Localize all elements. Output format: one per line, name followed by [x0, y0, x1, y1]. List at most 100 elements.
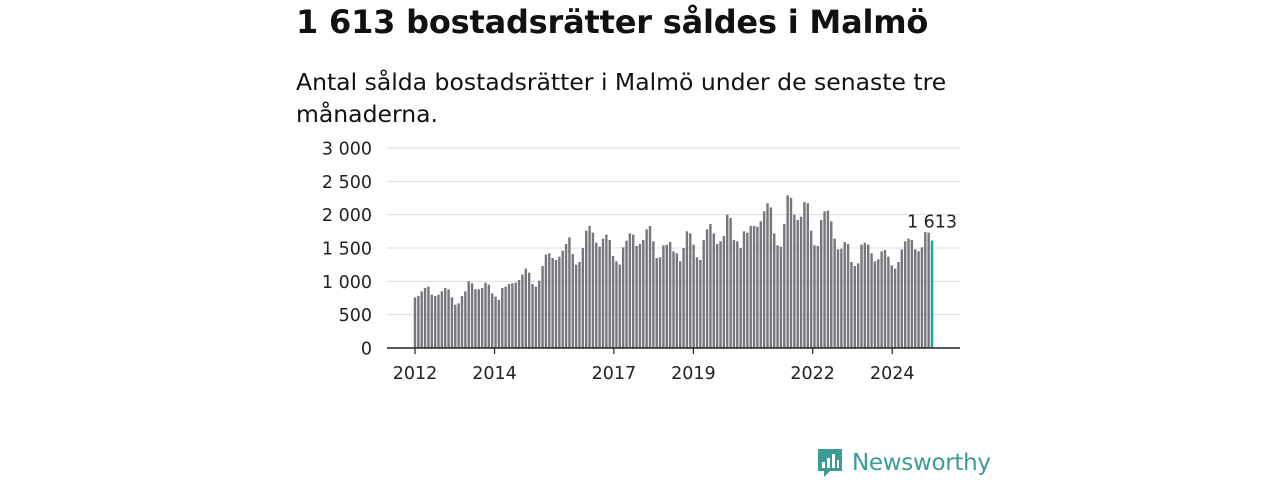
- bar: [675, 253, 679, 348]
- bar: [907, 238, 910, 348]
- bar: [494, 296, 497, 348]
- bar: [450, 297, 454, 348]
- bar: [806, 203, 809, 348]
- bar: [551, 258, 554, 348]
- newsworthy-brand[interactable]: Newsworthy: [816, 447, 991, 479]
- bar: [850, 262, 853, 348]
- bar: [571, 254, 574, 348]
- bar: [444, 288, 447, 348]
- bar: [635, 246, 638, 348]
- bar: [773, 233, 776, 348]
- bars: [413, 195, 934, 348]
- bar: [601, 238, 605, 348]
- bar: [843, 242, 846, 348]
- y-tick-label: 3 000: [322, 140, 372, 160]
- bar: [585, 230, 588, 348]
- bar: [732, 240, 736, 348]
- bar: [910, 240, 914, 348]
- x-tick-label: 2019: [671, 364, 716, 384]
- bar: [504, 286, 507, 348]
- bar: [897, 262, 900, 348]
- bar: [541, 266, 544, 348]
- bar: [836, 249, 840, 348]
- bar: [417, 296, 420, 348]
- bar: [736, 241, 739, 348]
- bar: [873, 261, 877, 348]
- bar: [742, 231, 746, 348]
- y-tick-label: 1 500: [322, 240, 372, 260]
- bar: [632, 234, 635, 348]
- bar: [497, 300, 501, 348]
- y-tick-label: 500: [339, 306, 372, 326]
- bar: [662, 245, 665, 348]
- bar: [789, 198, 793, 348]
- bar: [867, 244, 870, 348]
- bar: [699, 260, 702, 348]
- bar: [783, 224, 786, 348]
- bar: [487, 284, 491, 348]
- bar: [544, 254, 548, 348]
- bar: [433, 296, 437, 348]
- bar: [722, 236, 726, 348]
- bar: [423, 288, 427, 348]
- bar: [548, 253, 551, 348]
- bar: [924, 232, 927, 348]
- bar: [803, 202, 806, 348]
- bar: [695, 257, 699, 348]
- bar: [474, 289, 477, 348]
- bar: [762, 211, 766, 348]
- bar: [870, 253, 873, 348]
- bar: [809, 230, 813, 348]
- newsworthy-logo-icon: [818, 449, 842, 477]
- bar: [856, 263, 860, 348]
- bar: [893, 268, 897, 348]
- bar: [679, 261, 682, 348]
- bar: [759, 221, 762, 348]
- bar: [903, 241, 907, 348]
- bar: [574, 264, 578, 348]
- bar: [823, 211, 826, 348]
- bar: [621, 247, 625, 348]
- bar: [477, 289, 480, 348]
- bar: [692, 244, 695, 348]
- x-tick-label: 2014: [472, 364, 517, 384]
- bar: [648, 226, 652, 348]
- brand-name: Newsworthy: [852, 450, 991, 476]
- bar: [524, 268, 527, 348]
- y-tick-label: 1 000: [322, 273, 372, 293]
- bar: [480, 288, 484, 348]
- bar: [880, 251, 883, 348]
- bar: [689, 233, 692, 348]
- bar: [595, 242, 598, 348]
- bar: [668, 242, 672, 348]
- bar: [578, 262, 581, 348]
- bar: [591, 232, 595, 348]
- bar: [447, 289, 450, 348]
- bar: [491, 293, 494, 348]
- highlight-label: 1 613: [907, 212, 957, 232]
- bar: [618, 264, 621, 348]
- bar: [464, 291, 467, 348]
- bar: [558, 256, 561, 348]
- bar: [826, 210, 830, 348]
- bar: [430, 294, 433, 348]
- bar: [484, 282, 487, 348]
- bar: [739, 248, 742, 348]
- bar: [665, 244, 668, 348]
- bar: [501, 288, 504, 348]
- bar: [796, 220, 799, 348]
- bar: [457, 303, 460, 348]
- bar: [538, 280, 541, 348]
- bar: [877, 259, 880, 348]
- bar: [749, 226, 752, 348]
- bar: [820, 220, 823, 348]
- bar: [437, 294, 440, 348]
- bar: [726, 214, 729, 348]
- bar: [887, 256, 890, 348]
- bar: [769, 207, 773, 348]
- bar: [534, 286, 538, 348]
- bar: [729, 218, 732, 348]
- annotations: 1 613: [907, 212, 957, 232]
- bar: [517, 280, 521, 348]
